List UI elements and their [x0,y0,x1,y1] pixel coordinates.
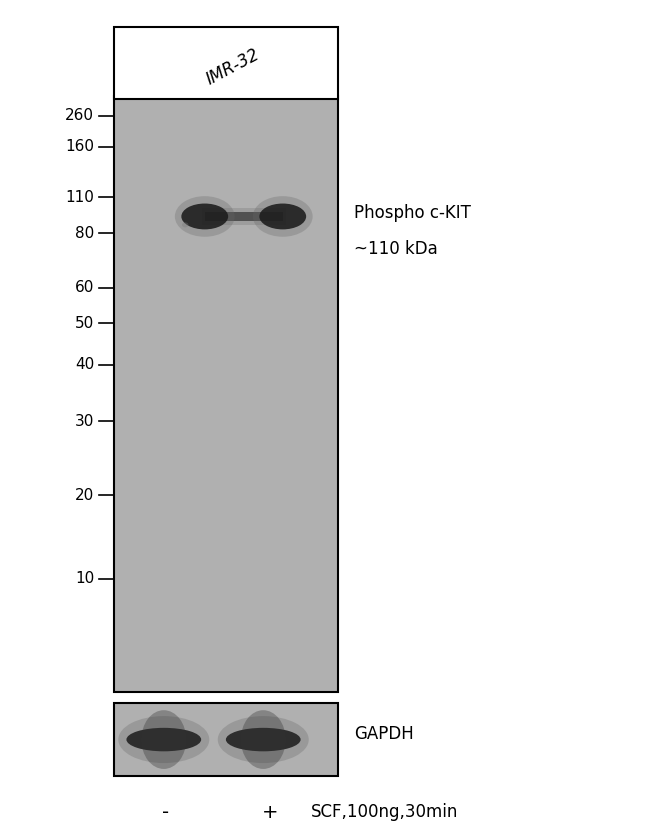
Text: 50: 50 [75,315,94,331]
Ellipse shape [240,710,286,769]
Text: 260: 260 [65,108,94,123]
Ellipse shape [259,204,306,229]
Ellipse shape [226,727,300,752]
Text: 10: 10 [75,571,94,586]
Ellipse shape [175,196,235,237]
Text: 60: 60 [75,280,94,295]
Ellipse shape [126,727,202,752]
Text: 160: 160 [65,139,94,154]
Text: 80: 80 [75,226,94,241]
Text: IMR-32: IMR-32 [203,45,262,89]
Bar [202,208,286,225]
Text: +: + [261,803,278,821]
Text: -: - [162,803,169,821]
Ellipse shape [218,716,309,763]
Text: ~110 kDa: ~110 kDa [354,240,438,258]
Text: Phospho c-KIT: Phospho c-KIT [354,205,471,222]
Bar [114,703,338,776]
Text: 30: 30 [75,414,94,429]
Bar [114,96,338,692]
Ellipse shape [118,716,209,763]
Bar [114,27,338,99]
Text: 40: 40 [75,357,94,373]
Text: GAPDH: GAPDH [354,725,414,743]
Bar [205,212,283,221]
Ellipse shape [142,710,187,769]
Text: 20: 20 [75,487,94,503]
Ellipse shape [253,196,313,237]
Ellipse shape [181,204,228,229]
Text: SCF,100ng,30min: SCF,100ng,30min [311,803,458,821]
Ellipse shape [182,222,188,227]
Text: 110: 110 [66,190,94,205]
